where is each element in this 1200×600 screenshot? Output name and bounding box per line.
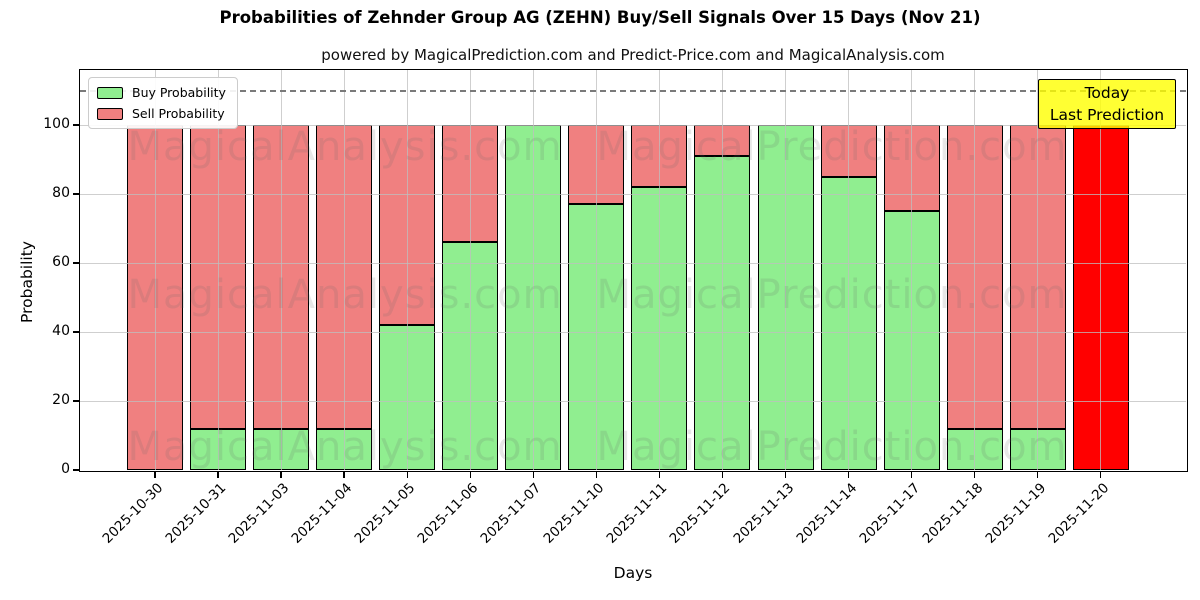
- watermark-text: MagicalPrediction.com: [596, 124, 1068, 170]
- threshold-dashed-line: [80, 89, 1186, 92]
- x-tick-mark: [910, 471, 913, 478]
- gridline-vertical: [848, 70, 850, 470]
- gridline-horizontal: [80, 125, 1186, 127]
- gridline-vertical: [974, 70, 976, 470]
- y-tick-label: 80: [52, 185, 70, 202]
- gridline-vertical: [406, 70, 408, 470]
- x-tick-mark: [469, 471, 471, 478]
- watermark-text: MagicalPrediction.com: [596, 272, 1068, 318]
- watermark-text: MagicalAnalysis.com: [127, 272, 563, 318]
- y-tick-label: 40: [52, 323, 70, 340]
- gridline-vertical: [595, 70, 597, 470]
- y-tick-mark: [73, 124, 79, 126]
- legend-item: Buy Probability: [97, 85, 226, 100]
- x-tick-mark: [406, 471, 408, 478]
- gridline-vertical: [1100, 70, 1102, 470]
- x-axis-label: Days: [613, 564, 653, 582]
- legend-swatch: [97, 86, 123, 99]
- chart-subtitle: powered by MagicalPrediction.com and Pre…: [321, 46, 945, 64]
- watermark-text: MagicalAnalysis.com: [127, 124, 563, 170]
- x-tick-mark: [1037, 471, 1039, 478]
- gridline-horizontal: [80, 263, 1186, 265]
- gridline-horizontal: [80, 194, 1186, 196]
- x-tick-mark: [532, 471, 534, 478]
- legend: Buy Probability Sell Probability: [88, 77, 238, 129]
- y-tick-label: 20: [52, 392, 70, 409]
- gridline-vertical: [217, 70, 219, 470]
- watermark-text: MagicalAnalysis.com: [127, 424, 563, 470]
- y-tick-label: 0: [61, 461, 70, 477]
- x-tick-mark: [847, 471, 850, 478]
- gridline-vertical: [911, 70, 913, 470]
- y-tick-mark: [73, 262, 79, 264]
- x-tick-mark: [1100, 471, 1102, 478]
- legend-label: Sell Probability: [132, 106, 225, 121]
- grid-layer: [80, 70, 1186, 470]
- y-tick-mark: [73, 400, 79, 402]
- gridline-vertical: [343, 70, 345, 470]
- x-tick-mark: [343, 471, 345, 478]
- x-tick-mark: [658, 471, 661, 478]
- today-annotation: Today Last Prediction: [1038, 79, 1176, 129]
- gridline-vertical: [785, 70, 786, 470]
- gridline-vertical: [469, 70, 471, 470]
- plot-area: MagicalAnalysis.com MagicalPrediction.com…: [78, 68, 1188, 472]
- watermark-layer: MagicalAnalysis.com MagicalPrediction.com…: [80, 70, 1186, 470]
- chart-title: Probabilities of Zehnder Group AG (ZEHN)…: [219, 8, 981, 27]
- gridline-vertical: [280, 70, 282, 470]
- y-tick-label: 60: [52, 254, 70, 271]
- gridline-vertical: [532, 70, 534, 470]
- x-tick-mark: [595, 471, 598, 478]
- x-tick-mark: [784, 471, 787, 478]
- y-tick-label: 100: [43, 116, 70, 133]
- x-tick-mark: [721, 471, 724, 478]
- gridline-horizontal: [80, 401, 1186, 403]
- x-tick-mark: [217, 471, 219, 478]
- y-tick-mark: [73, 331, 79, 333]
- today-annotation-line2: Last Prediction: [1049, 106, 1165, 124]
- gridline-vertical: [154, 70, 156, 470]
- legend-label: Buy Probability: [132, 85, 226, 100]
- legend-swatch: [97, 107, 123, 120]
- gridline-vertical: [658, 70, 660, 470]
- x-tick-mark: [973, 471, 976, 478]
- x-tick-mark: [154, 471, 156, 478]
- gridline-vertical: [1037, 70, 1039, 470]
- legend-item: Sell Probability: [97, 106, 226, 121]
- today-annotation-line1: Today: [1084, 84, 1130, 102]
- y-tick-mark: [73, 193, 79, 195]
- gridline-horizontal: [80, 332, 1186, 334]
- x-tick-mark: [280, 471, 282, 478]
- y-tick-mark: [73, 469, 79, 471]
- watermark-text: MagicalPrediction.com: [596, 424, 1068, 470]
- gridline-vertical: [721, 70, 723, 470]
